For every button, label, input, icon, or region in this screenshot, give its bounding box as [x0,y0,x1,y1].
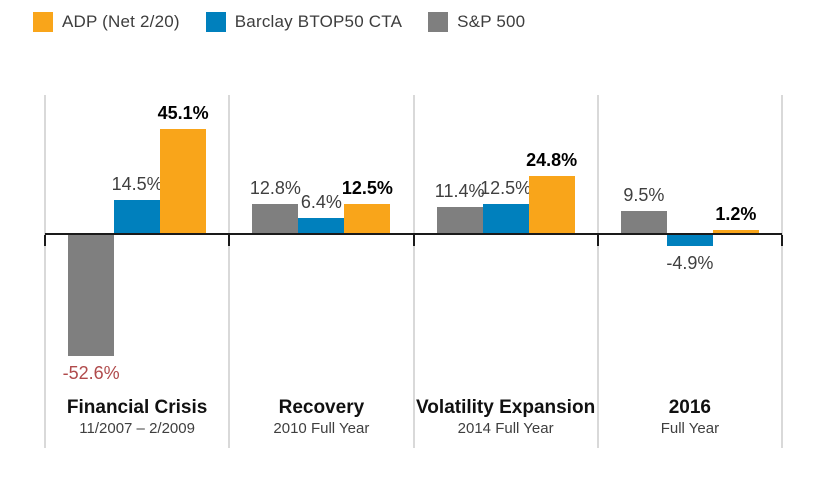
bar-adp-net-2-20- [712,230,759,233]
group-subtitle: 2010 Full Year [273,420,370,437]
value-label: 9.5% [623,185,665,206]
group-label: Recovery 2010 Full Year [229,396,413,438]
legend-item: S&P 500 [428,12,525,32]
axis-tick [596,235,599,246]
bar-barclay-btop50-cta [298,218,345,233]
axis-tick [228,235,231,246]
group-subtitle: 11/2007 – 2/2009 [79,420,195,437]
legend-label: S&P 500 [457,12,526,31]
group-label: 2016 Full Year [598,396,782,438]
legend-swatch-icon [428,12,449,32]
value-label: -52.6% [62,362,120,383]
value-label: 45.1% [157,103,209,124]
group-title: Volatility Expansion [416,397,596,418]
value-label: 11.4% [434,180,485,201]
legend-swatch-icon [33,12,53,32]
bar-s-p-500 [620,211,667,233]
bar-adp-net-2-20- [528,175,575,233]
x-axis-line [45,233,782,235]
legend-swatch-icon [205,12,226,32]
group-title: Recovery [278,397,365,418]
bar-adp-net-2-20- [344,204,391,233]
group-separator-line [44,95,46,448]
axis-tick [781,235,783,246]
value-label: 24.8% [526,149,578,170]
axis-tick [44,235,46,246]
value-label: -4.9% [666,253,714,274]
value-label: 12.8% [249,177,301,198]
bar-s-p-500 [68,235,115,356]
legend-item: ADP (Net 2/20) [33,12,180,32]
axis-tick [412,235,415,246]
bar-barclay-btop50-cta [114,199,161,233]
chart-legend: ADP (Net 2/20) Barclay BTOP50 CTA S&P 500 [33,12,525,32]
group-separator-line [412,95,415,448]
value-label: 12.5% [341,178,393,199]
legend-label: ADP (Net 2/20) [62,12,180,31]
group-title: 2016 [668,397,712,418]
group-separator-line [228,95,231,448]
legend-item: Barclay BTOP50 CTA [205,12,403,32]
bar-s-p-500 [436,206,483,233]
value-label: 12.5% [480,178,532,199]
group-title: Financial Crisis [66,397,208,418]
group-label: Volatility Expansion 2014 Full Year [414,396,598,438]
group-separator-line [781,95,783,448]
bar-adp-net-2-20- [160,129,207,233]
group-subtitle: 2014 Full Year [457,420,554,437]
legend-label: Barclay BTOP50 CTA [234,12,403,31]
bar-barclay-btop50-cta [482,204,529,233]
bar-barclay-btop50-cta [666,235,713,247]
group-label: Financial Crisis 11/2007 – 2/2009 [45,396,229,438]
value-label: 14.5% [111,173,163,194]
value-label: 6.4% [300,192,342,213]
bar-s-p-500 [252,203,299,233]
group-subtitle: Full Year [660,420,720,437]
group-separator-line [596,95,599,448]
value-label: 1.2% [715,204,757,225]
